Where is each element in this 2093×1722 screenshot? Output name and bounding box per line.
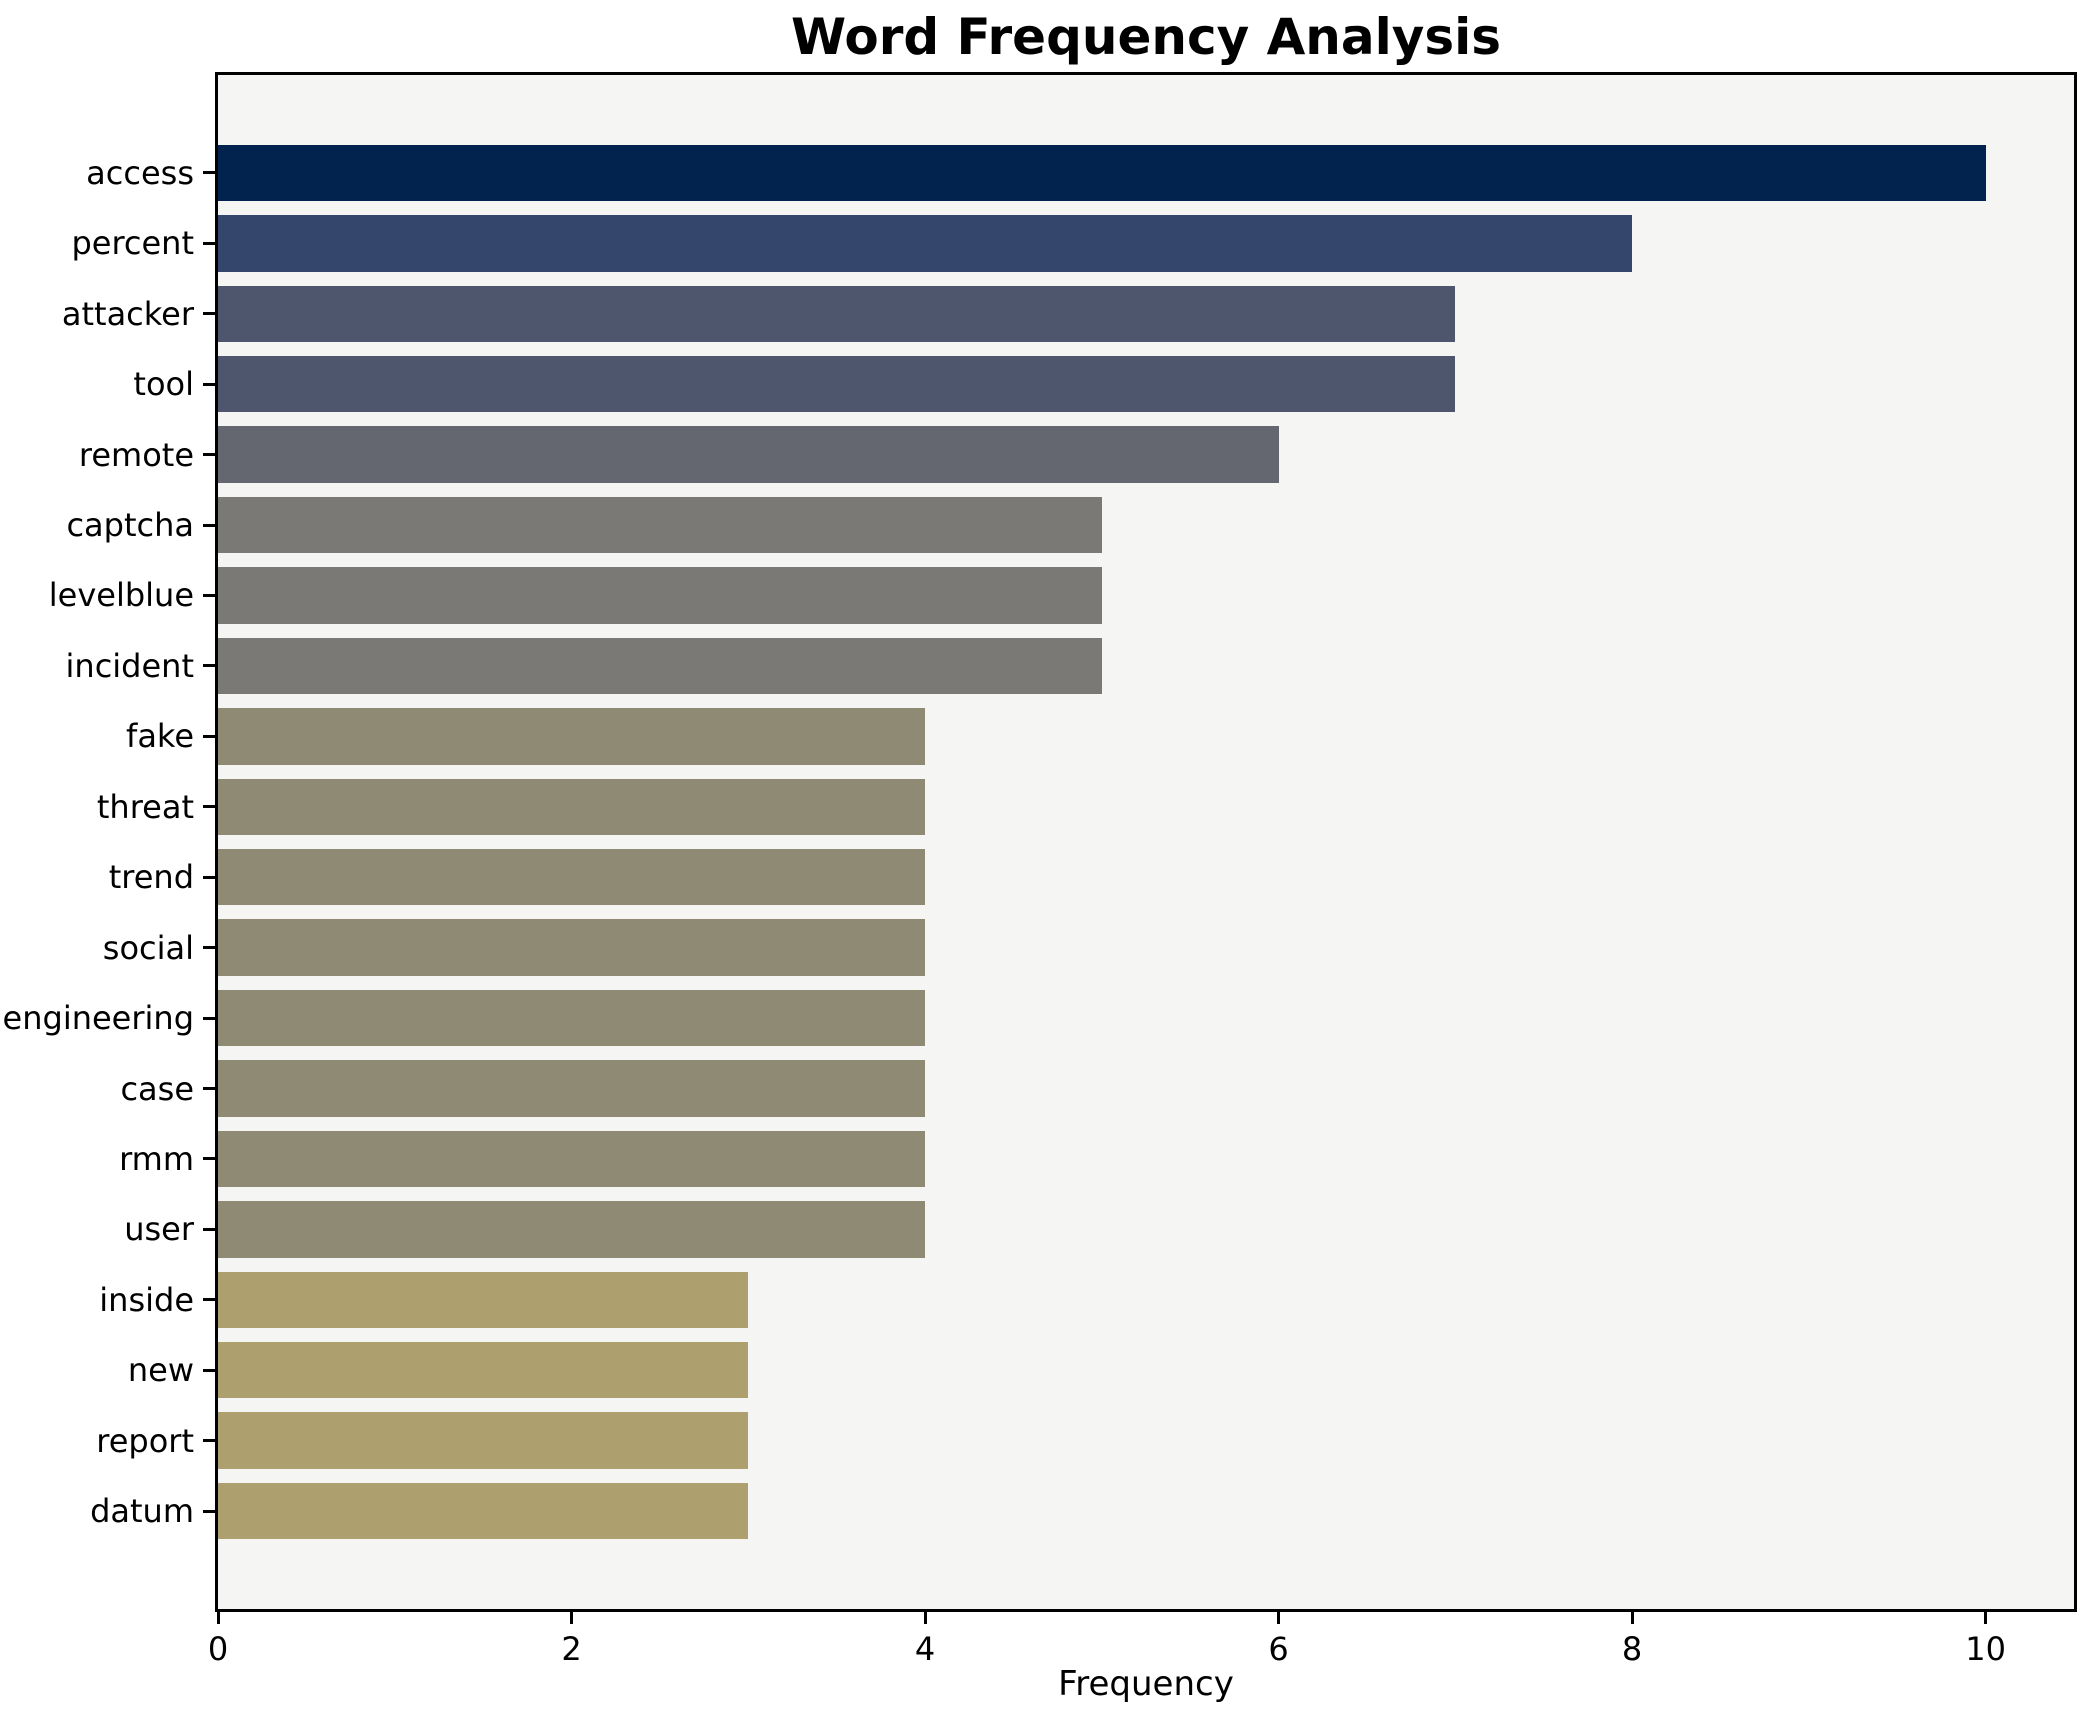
y-tick-mark [203, 1509, 215, 1513]
y-tick-mark [203, 875, 215, 879]
y-tick-label-trend: trend [108, 858, 194, 897]
y-tick-mark [203, 664, 215, 668]
y-tick-label-social: social [102, 928, 194, 967]
y-tick-label-rmm: rmm [119, 1139, 194, 1178]
bar-report [218, 1412, 749, 1469]
y-tick-label-remote: remote [78, 435, 194, 474]
y-tick-mark [203, 1016, 215, 1020]
bar-access [218, 144, 1986, 202]
y-tick-mark [203, 1368, 215, 1372]
y-tick-label-user: user [124, 1210, 194, 1249]
y-tick-label-report: report [96, 1421, 194, 1460]
bar-captcha [218, 496, 1102, 554]
x-tick-mark [570, 1612, 574, 1624]
y-tick-mark [203, 1439, 215, 1443]
y-tick-mark [203, 312, 215, 316]
x-tick-label-6: 6 [1268, 1630, 1289, 1668]
bar-social [218, 919, 926, 976]
y-tick-label-levelblue: levelblue [48, 576, 194, 615]
x-tick-label-8: 8 [1621, 1630, 1643, 1668]
x-tick-label-4: 4 [914, 1630, 936, 1668]
bar-remote [218, 426, 1279, 483]
y-tick-label-access: access [86, 153, 194, 192]
plot-area [215, 72, 2077, 1612]
bar-user [218, 1201, 926, 1258]
y-tick-mark [203, 241, 215, 245]
x-tick-label-0: 0 [207, 1630, 229, 1668]
x-axis-label: Frequency [1058, 1664, 1234, 1704]
y-tick-mark [203, 593, 215, 597]
bar-case [218, 1060, 926, 1117]
y-tick-label-tool: tool [133, 365, 194, 404]
y-tick-mark [203, 382, 215, 386]
bar-attacker [218, 285, 1456, 342]
bars-layer [218, 75, 2074, 1609]
x-tick-mark [1277, 1612, 1281, 1624]
y-tick-label-attacker: attacker [61, 294, 194, 333]
y-tick-mark [203, 1087, 215, 1090]
x-tick-label-10: 10 [1965, 1630, 2006, 1668]
bar-engineering [218, 989, 926, 1047]
y-tick-mark [203, 523, 215, 527]
y-tick-mark [203, 805, 215, 809]
y-tick-label-inside: inside [99, 1280, 194, 1319]
bar-tool [218, 356, 1456, 413]
y-tick-label-incident: incident [65, 646, 194, 685]
bar-rmm [218, 1130, 926, 1188]
y-tick-label-datum: datum [90, 1492, 194, 1531]
y-tick-mark [203, 1298, 215, 1302]
y-tick-mark [203, 734, 215, 738]
y-tick-label-threat: threat [96, 787, 194, 826]
x-tick-mark [216, 1612, 220, 1624]
y-tick-mark [203, 453, 215, 457]
bar-inside [218, 1271, 749, 1328]
bar-incident [218, 637, 1102, 695]
y-tick-label-fake: fake [126, 717, 194, 756]
x-tick-mark [923, 1612, 927, 1624]
y-tick-label-percent: percent [71, 224, 194, 263]
y-tick-mark [203, 171, 215, 175]
y-tick-label-engineering: engineering [2, 999, 194, 1038]
y-tick-label-captcha: captcha [66, 506, 194, 545]
y-tick-mark [203, 1227, 215, 1231]
y-tick-mark [203, 1157, 215, 1161]
y-tick-label-new: new [127, 1351, 194, 1390]
bar-new [218, 1342, 749, 1399]
x-tick-mark [1984, 1612, 1988, 1624]
bar-levelblue [218, 567, 1102, 624]
x-tick-label-2: 2 [561, 1630, 582, 1668]
bar-percent [218, 215, 1633, 272]
chart-title: Word Frequency Analysis [790, 8, 1502, 66]
bar-threat [218, 778, 926, 835]
bar-datum [218, 1482, 749, 1540]
x-tick-mark [1630, 1612, 1634, 1624]
y-tick-label-case: case [120, 1069, 194, 1108]
bar-fake [218, 708, 926, 765]
y-tick-mark [203, 946, 215, 950]
bar-trend [218, 849, 926, 906]
